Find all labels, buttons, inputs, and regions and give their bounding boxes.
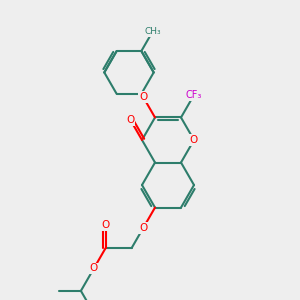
Text: O: O	[139, 92, 147, 102]
Text: O: O	[90, 263, 98, 273]
Text: O: O	[126, 115, 134, 125]
Text: O: O	[101, 220, 110, 230]
Text: CF₃: CF₃	[186, 90, 202, 100]
Text: O: O	[139, 223, 147, 233]
Text: O: O	[190, 135, 198, 145]
Text: CH₃: CH₃	[144, 27, 161, 36]
